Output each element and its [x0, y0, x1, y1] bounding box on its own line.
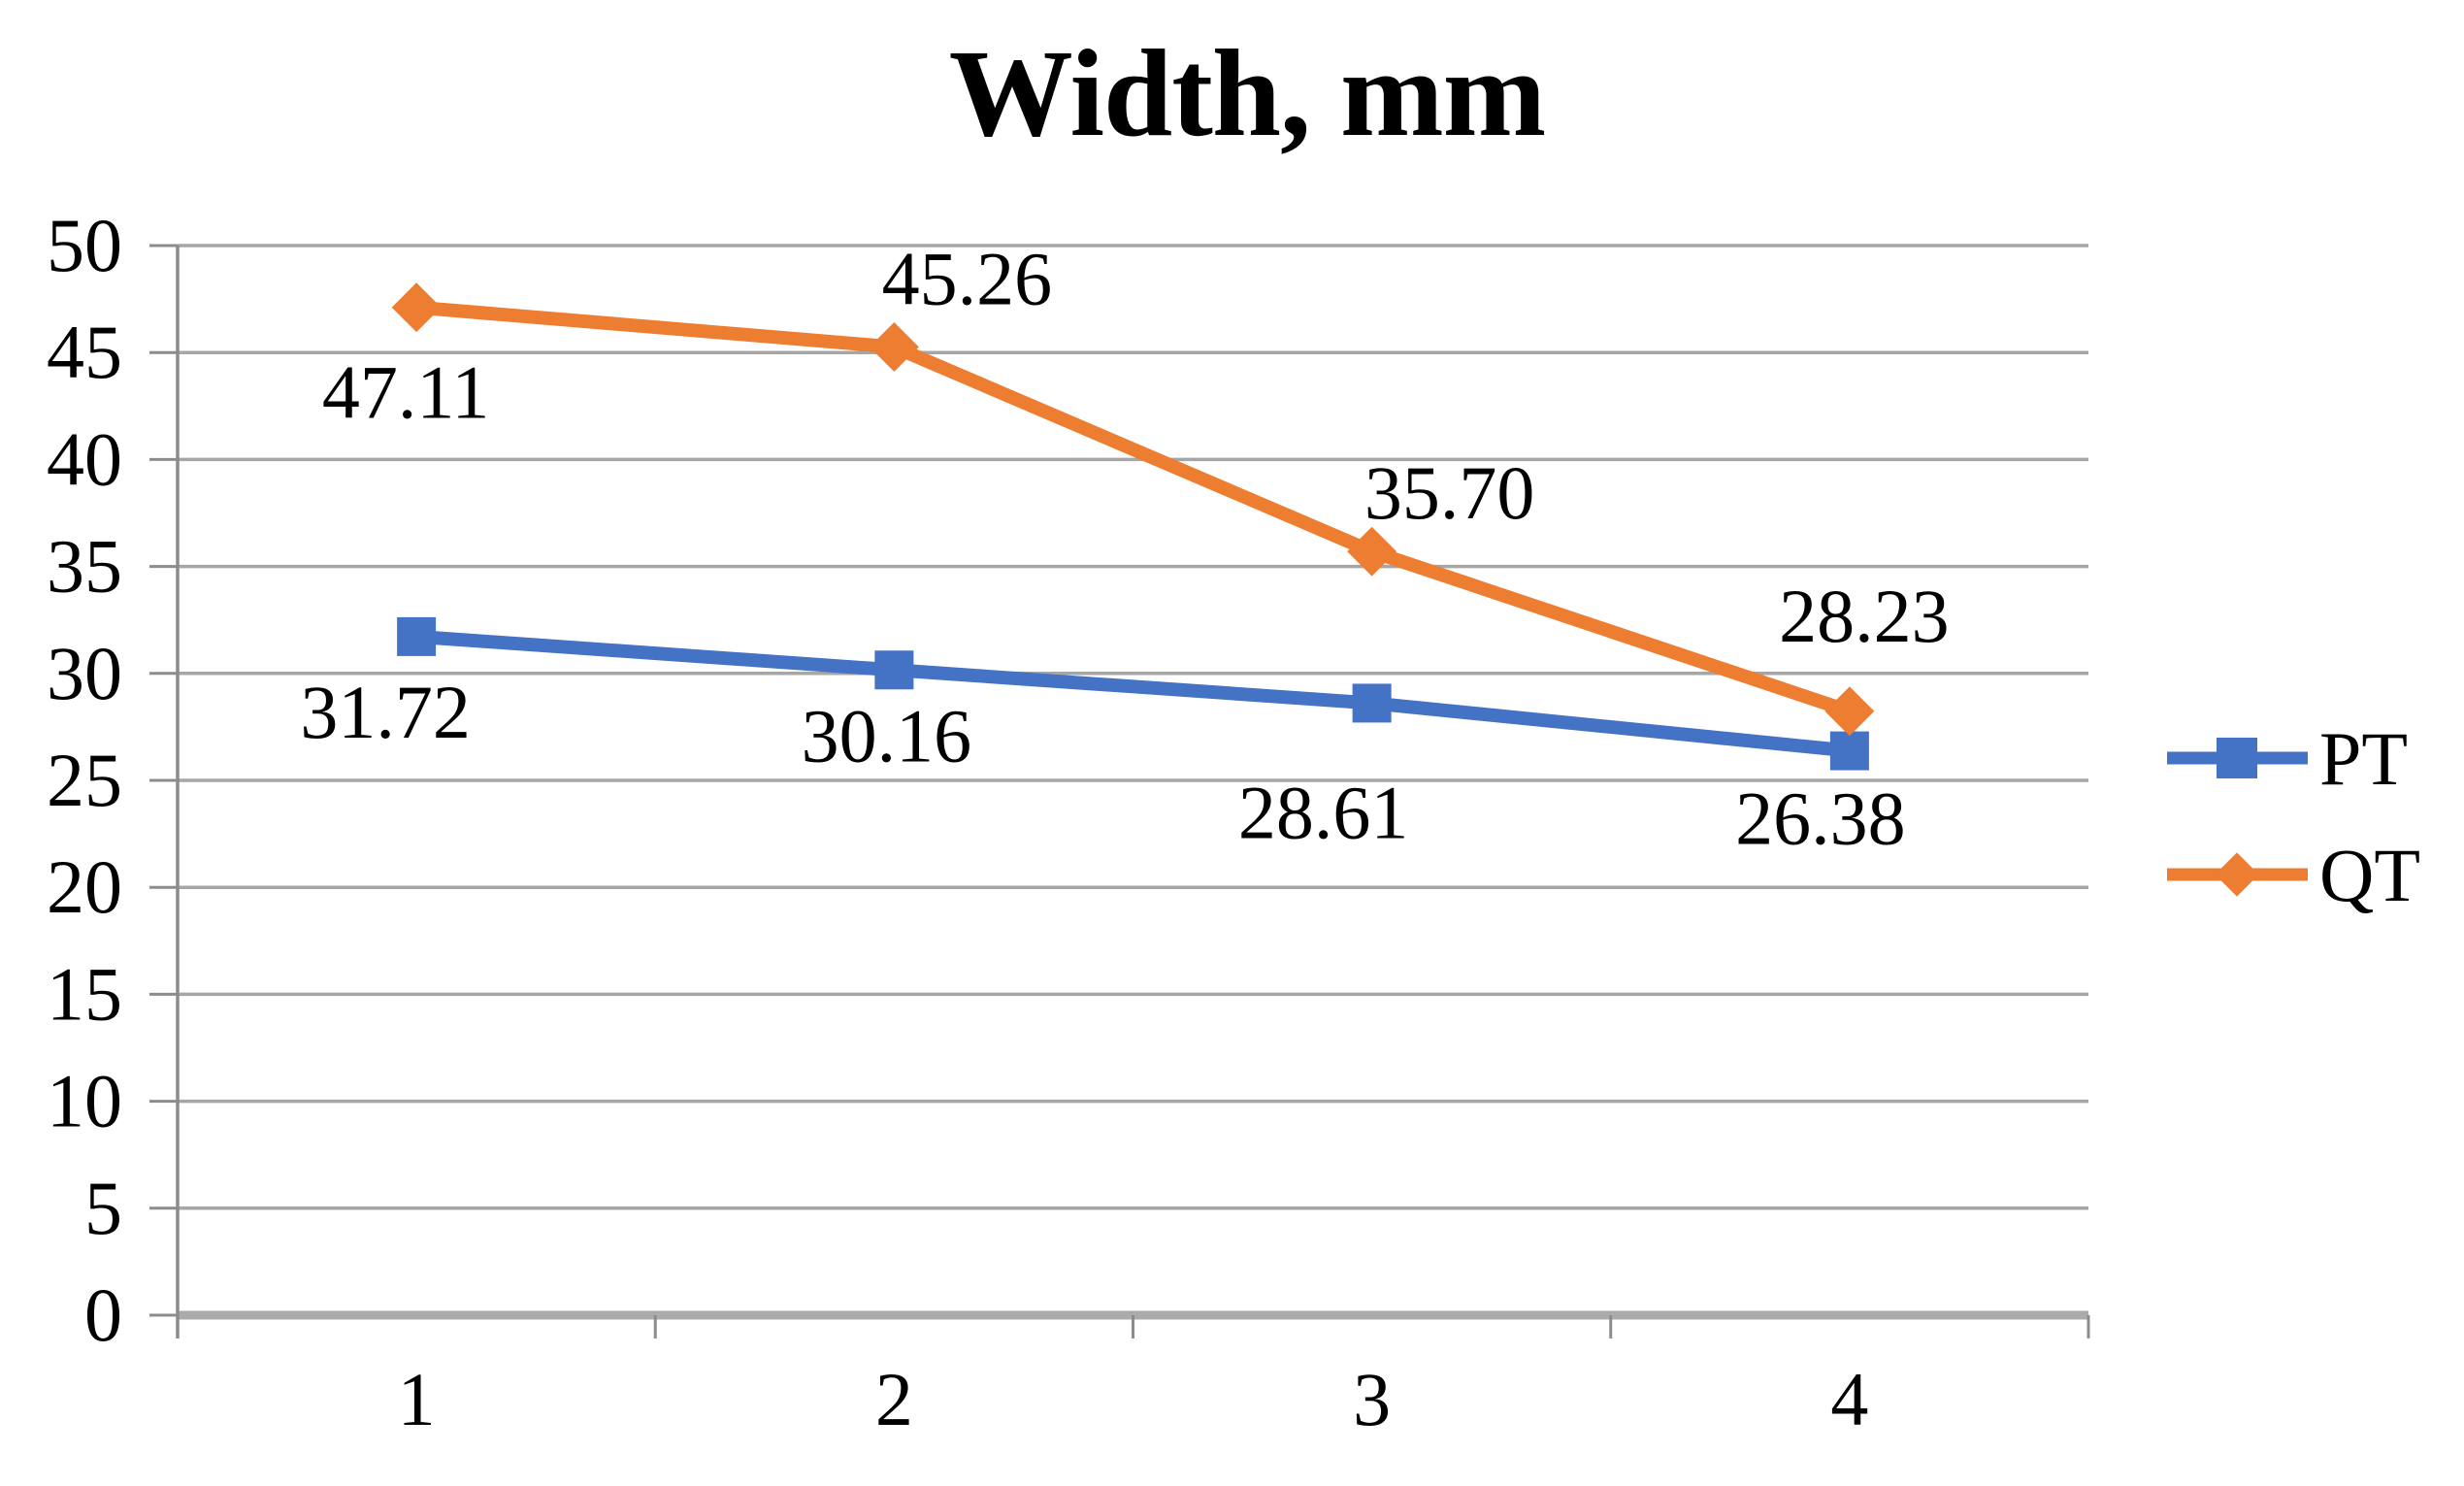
data-label-qt-1: 47.11 — [322, 350, 490, 435]
x-tick-label: 2 — [875, 1357, 913, 1441]
y-tick-label: 5 — [84, 1166, 122, 1250]
x-tick-label: 4 — [1830, 1357, 1868, 1441]
series-pt-marker — [874, 650, 914, 690]
data-label-qt-3: 35.70 — [1364, 450, 1535, 535]
series-qt-marker — [391, 282, 442, 333]
series-pt-line — [410, 629, 1856, 758]
legend-qt-label: QT — [2319, 833, 2420, 917]
y-tick-label: 45 — [47, 310, 122, 394]
legend-qt-marker — [2215, 852, 2259, 897]
y-tick-label: 20 — [47, 844, 122, 929]
y-tick-label: 10 — [47, 1059, 122, 1143]
series-pt-marker — [1352, 683, 1392, 723]
data-label-pt-3: 28.61 — [1238, 770, 1409, 854]
data-label-pt-4: 26.38 — [1735, 776, 1906, 861]
y-tick-label: 30 — [47, 631, 122, 715]
y-tick-label: 35 — [47, 524, 122, 609]
series-pt-marker — [397, 616, 437, 656]
y-tick-label: 0 — [84, 1272, 122, 1357]
series-qt-marker — [1347, 526, 1397, 577]
data-label-qt-4: 28.23 — [1779, 574, 1950, 658]
data-label-pt-1: 31.72 — [300, 670, 471, 754]
y-tick-label: 40 — [47, 416, 122, 501]
data-label-pt-2: 30.16 — [802, 693, 972, 777]
legend-pt-label: PT — [2319, 716, 2408, 801]
data-label-qt-2: 45.26 — [882, 236, 1053, 320]
series-qt-marker — [1824, 686, 1875, 737]
series-qt-line — [410, 300, 1856, 718]
series-pt-marker — [1829, 731, 1869, 771]
series-qt-marker — [869, 322, 919, 372]
legend-pt-marker — [2217, 738, 2257, 778]
y-tick-label: 50 — [47, 203, 122, 287]
x-tick-label: 3 — [1353, 1357, 1391, 1441]
y-tick-label: 15 — [47, 951, 122, 1036]
chart-title: Width, mm — [948, 24, 1546, 162]
x-tick-label: 1 — [398, 1357, 436, 1441]
y-tick-label: 25 — [47, 738, 122, 822]
